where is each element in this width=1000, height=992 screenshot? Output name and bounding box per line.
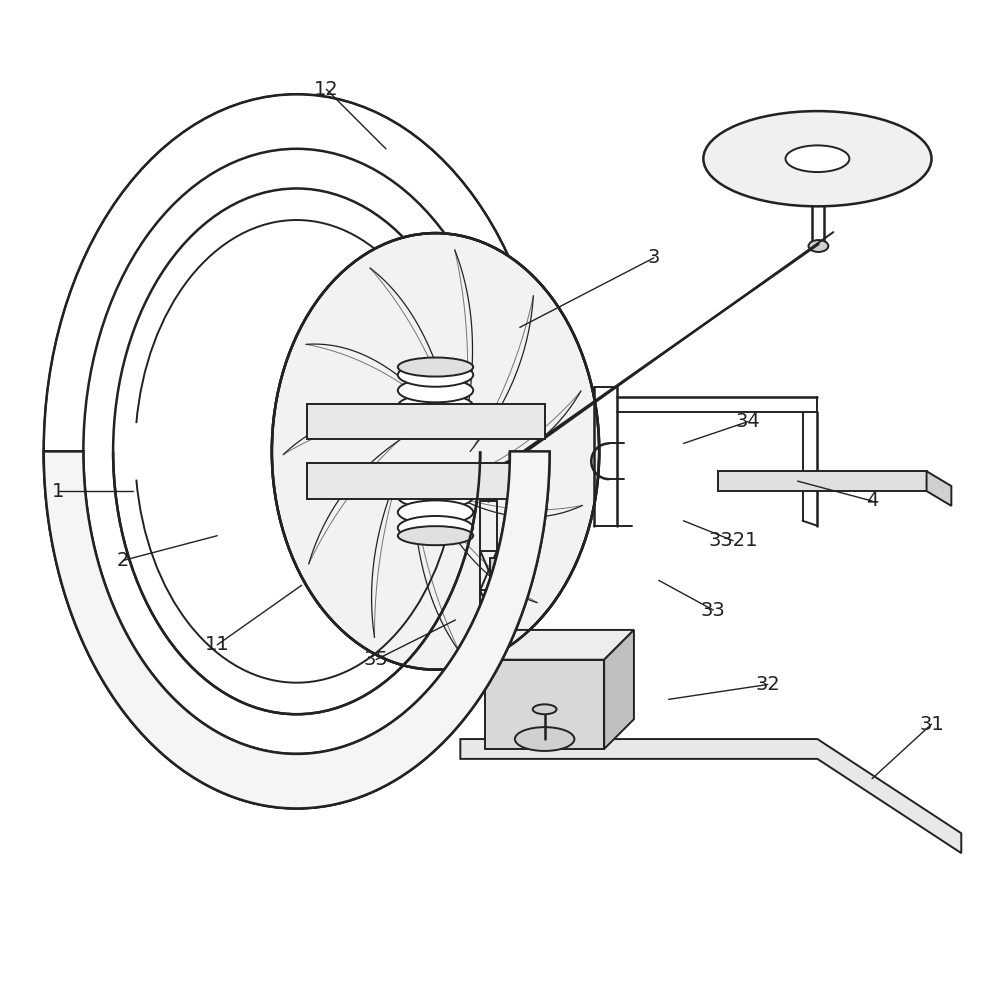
Ellipse shape bbox=[398, 526, 473, 546]
Ellipse shape bbox=[272, 233, 599, 670]
Ellipse shape bbox=[398, 500, 473, 524]
Polygon shape bbox=[307, 463, 545, 499]
Text: 35: 35 bbox=[364, 650, 388, 670]
Text: 12: 12 bbox=[314, 79, 339, 99]
Ellipse shape bbox=[398, 357, 473, 377]
Polygon shape bbox=[485, 660, 604, 749]
Polygon shape bbox=[485, 630, 634, 660]
Ellipse shape bbox=[44, 94, 550, 808]
Text: 3: 3 bbox=[648, 248, 660, 268]
Bar bbox=[490, 558, 508, 582]
Text: 2: 2 bbox=[117, 551, 129, 570]
Text: 11: 11 bbox=[205, 635, 230, 655]
Ellipse shape bbox=[478, 471, 498, 481]
Ellipse shape bbox=[533, 704, 557, 714]
Ellipse shape bbox=[515, 727, 574, 751]
Polygon shape bbox=[307, 404, 545, 439]
Ellipse shape bbox=[398, 379, 473, 403]
Ellipse shape bbox=[398, 469, 473, 493]
Polygon shape bbox=[718, 471, 927, 491]
Ellipse shape bbox=[703, 111, 932, 206]
Ellipse shape bbox=[398, 485, 473, 509]
Polygon shape bbox=[44, 451, 550, 808]
Polygon shape bbox=[460, 739, 961, 853]
Text: 34: 34 bbox=[736, 412, 760, 432]
Polygon shape bbox=[604, 630, 634, 749]
Ellipse shape bbox=[785, 146, 849, 172]
Text: 1: 1 bbox=[52, 481, 65, 501]
Text: 4: 4 bbox=[866, 491, 878, 511]
Ellipse shape bbox=[809, 240, 828, 252]
Text: 3321: 3321 bbox=[708, 531, 758, 551]
Text: 32: 32 bbox=[755, 675, 780, 694]
Ellipse shape bbox=[398, 410, 473, 434]
Polygon shape bbox=[927, 471, 951, 506]
Ellipse shape bbox=[398, 363, 473, 387]
Text: 33: 33 bbox=[701, 600, 726, 620]
Ellipse shape bbox=[398, 516, 473, 540]
Text: 31: 31 bbox=[919, 714, 944, 734]
Ellipse shape bbox=[398, 394, 473, 418]
